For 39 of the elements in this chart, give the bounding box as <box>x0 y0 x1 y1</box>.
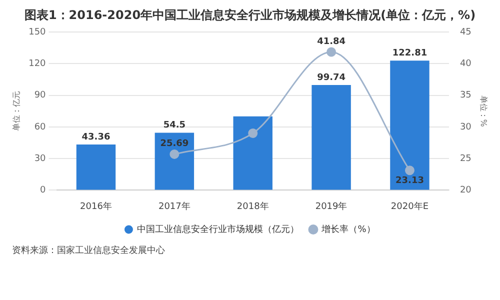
data-label: 25.69 <box>160 139 189 150</box>
y-axis-title: 单位：亿元 <box>12 91 21 132</box>
y2-tick-label: 45 <box>460 27 472 38</box>
data-label: 23.13 <box>395 176 424 186</box>
legend-label: 增长率（%） <box>320 224 376 235</box>
bar <box>154 132 194 190</box>
x-tick-label: 2020年E <box>390 200 429 212</box>
x-tick-label: 2018年 <box>236 200 269 212</box>
text: 资料来源：国家工业信息安全发展中心 <box>11 244 166 257</box>
bar <box>76 144 116 190</box>
y-tick-label: 0 <box>40 186 46 196</box>
x-tick-label: 2016年 <box>80 200 112 212</box>
y2-tick-label: 30 <box>460 122 472 132</box>
data-label: 122.81 <box>392 48 428 59</box>
data-label: 54.5 <box>163 120 186 131</box>
data-label: 43.36 <box>82 132 110 142</box>
x-tick-label: 2017年 <box>158 200 190 212</box>
point <box>170 149 180 159</box>
y2-tick-label: 35 <box>460 90 472 101</box>
legend-label: 中国工业信息安全行业市场规模（亿元） <box>137 224 300 235</box>
bar <box>390 60 430 190</box>
y2-tick-label: 25 <box>460 154 472 164</box>
y2-tick-label: 40 <box>460 58 472 69</box>
point <box>326 47 336 57</box>
point <box>404 166 414 176</box>
y-tick-label: 120 <box>28 58 46 69</box>
y-tick-label: 90 <box>34 90 46 101</box>
data-label: 99.74 <box>317 72 346 83</box>
data-label: 41.84 <box>317 36 346 47</box>
y-tick-label: 30 <box>34 154 46 164</box>
chart-title: 图表1：2016-2020年中国工业信息安全行业市场规模及增长情况(单位：亿元，%) <box>23 8 477 22</box>
y2-tick-label: 20 <box>460 186 472 196</box>
bar <box>233 116 272 190</box>
y-tick-label: 60 <box>34 122 46 132</box>
x-tick-label: 2019年 <box>315 200 348 212</box>
bar <box>312 85 351 190</box>
y-tick-label: 150 <box>28 27 46 38</box>
point <box>248 128 258 138</box>
y2-axis-title: 单位：% <box>479 95 488 128</box>
